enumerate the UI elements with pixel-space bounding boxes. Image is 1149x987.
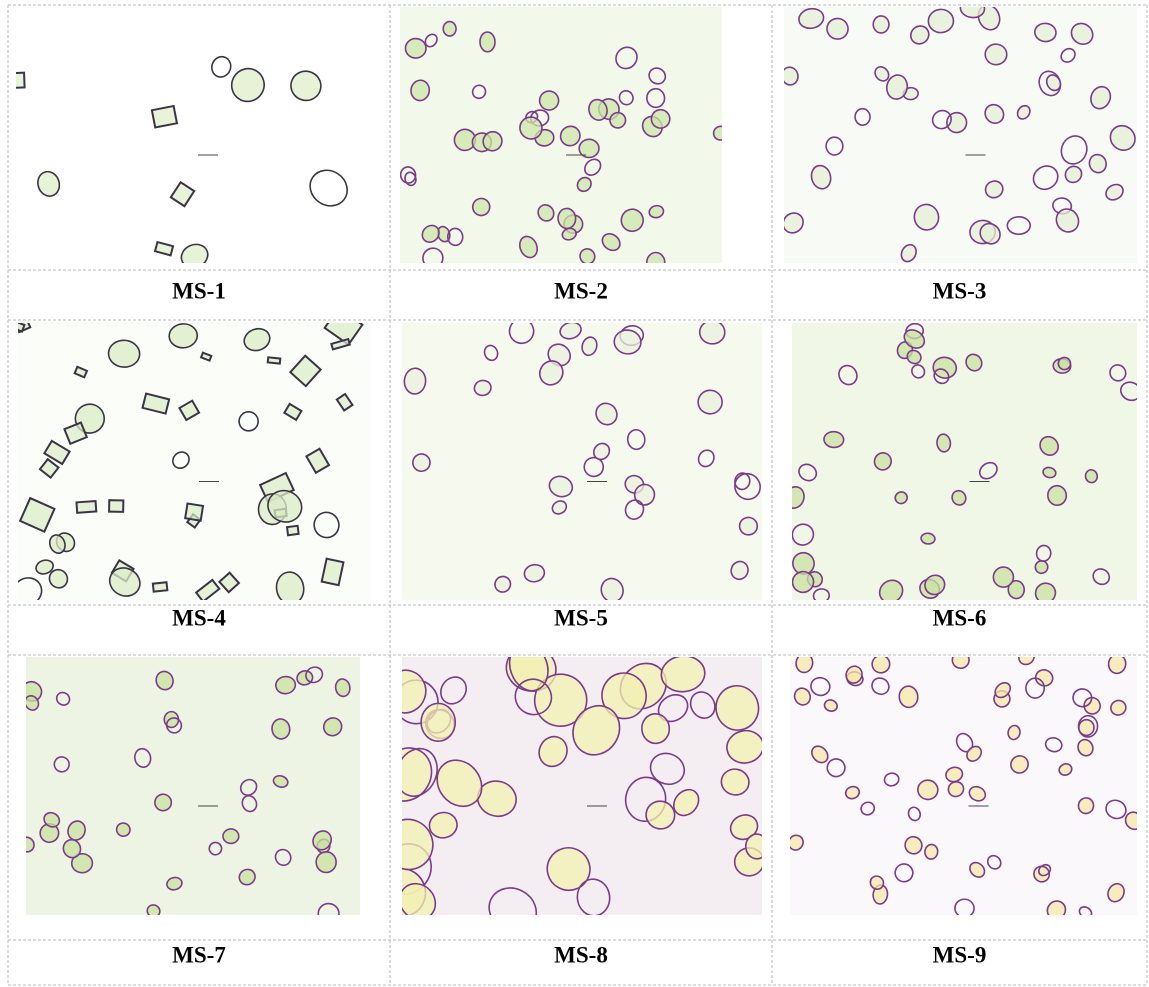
crystal: [316, 852, 336, 873]
panel-label: MS-2: [554, 278, 608, 303]
crystal: [152, 106, 177, 127]
micrograph: [782, 322, 1143, 607]
crystal: [557, 208, 576, 229]
crystal: [928, 9, 954, 34]
crystal: [480, 32, 495, 52]
crystal: [322, 559, 344, 585]
crystal: [11, 73, 24, 88]
crystal: [223, 829, 239, 844]
micrograph: [399, 7, 729, 272]
micrograph: [16, 657, 360, 925]
panel-label: MS-1: [172, 278, 226, 303]
panel-label: MS-5: [554, 605, 608, 630]
crystal: [153, 582, 167, 591]
crystal: [421, 703, 455, 741]
figure: MS-1 MS-2 MS-3 MS-4 MS-5 MS-6 MS-7 MS-8 MS-9: [0, 0, 1149, 987]
crystal: [952, 651, 970, 669]
micrograph: [8, 308, 370, 610]
crystal: [185, 503, 203, 520]
panel-label: MS-8: [554, 942, 608, 967]
crystal: [109, 500, 123, 512]
crystal: [823, 431, 844, 448]
crystal: [12, 321, 24, 331]
panel-label: MS-3: [933, 278, 987, 303]
crystal: [76, 501, 96, 513]
crystal: [647, 252, 665, 272]
crystal: [405, 38, 426, 58]
crystal: [899, 686, 919, 708]
crystal: [268, 357, 281, 363]
micrograph: [372, 638, 769, 940]
micrograph: [779, 0, 1140, 264]
crystal: [745, 834, 768, 859]
panel-label: MS-7: [172, 942, 226, 967]
panel-label: MS-4: [172, 605, 226, 630]
image-background: [402, 323, 762, 600]
crystal: [699, 320, 725, 344]
image-background: [16, 7, 370, 263]
micrograph: [11, 7, 370, 272]
micrograph: [786, 647, 1146, 923]
crystal: [873, 16, 889, 33]
micrograph: [402, 316, 765, 605]
image-background: [784, 7, 1137, 263]
crystal: [443, 21, 456, 36]
image-background: [26, 657, 360, 915]
image-background: [792, 323, 1137, 600]
crystal: [287, 526, 299, 535]
panel-label: MS-9: [933, 942, 987, 967]
panel-label: MS-6: [933, 605, 987, 630]
crystal: [697, 390, 723, 415]
